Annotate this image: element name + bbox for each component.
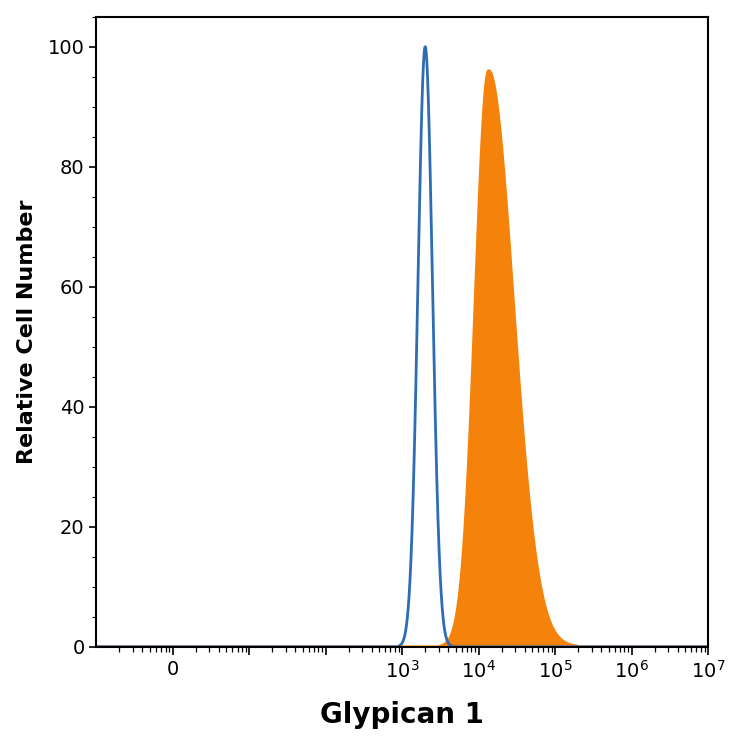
Y-axis label: Relative Cell Number: Relative Cell Number <box>16 199 36 464</box>
X-axis label: Glypican 1: Glypican 1 <box>321 701 485 730</box>
